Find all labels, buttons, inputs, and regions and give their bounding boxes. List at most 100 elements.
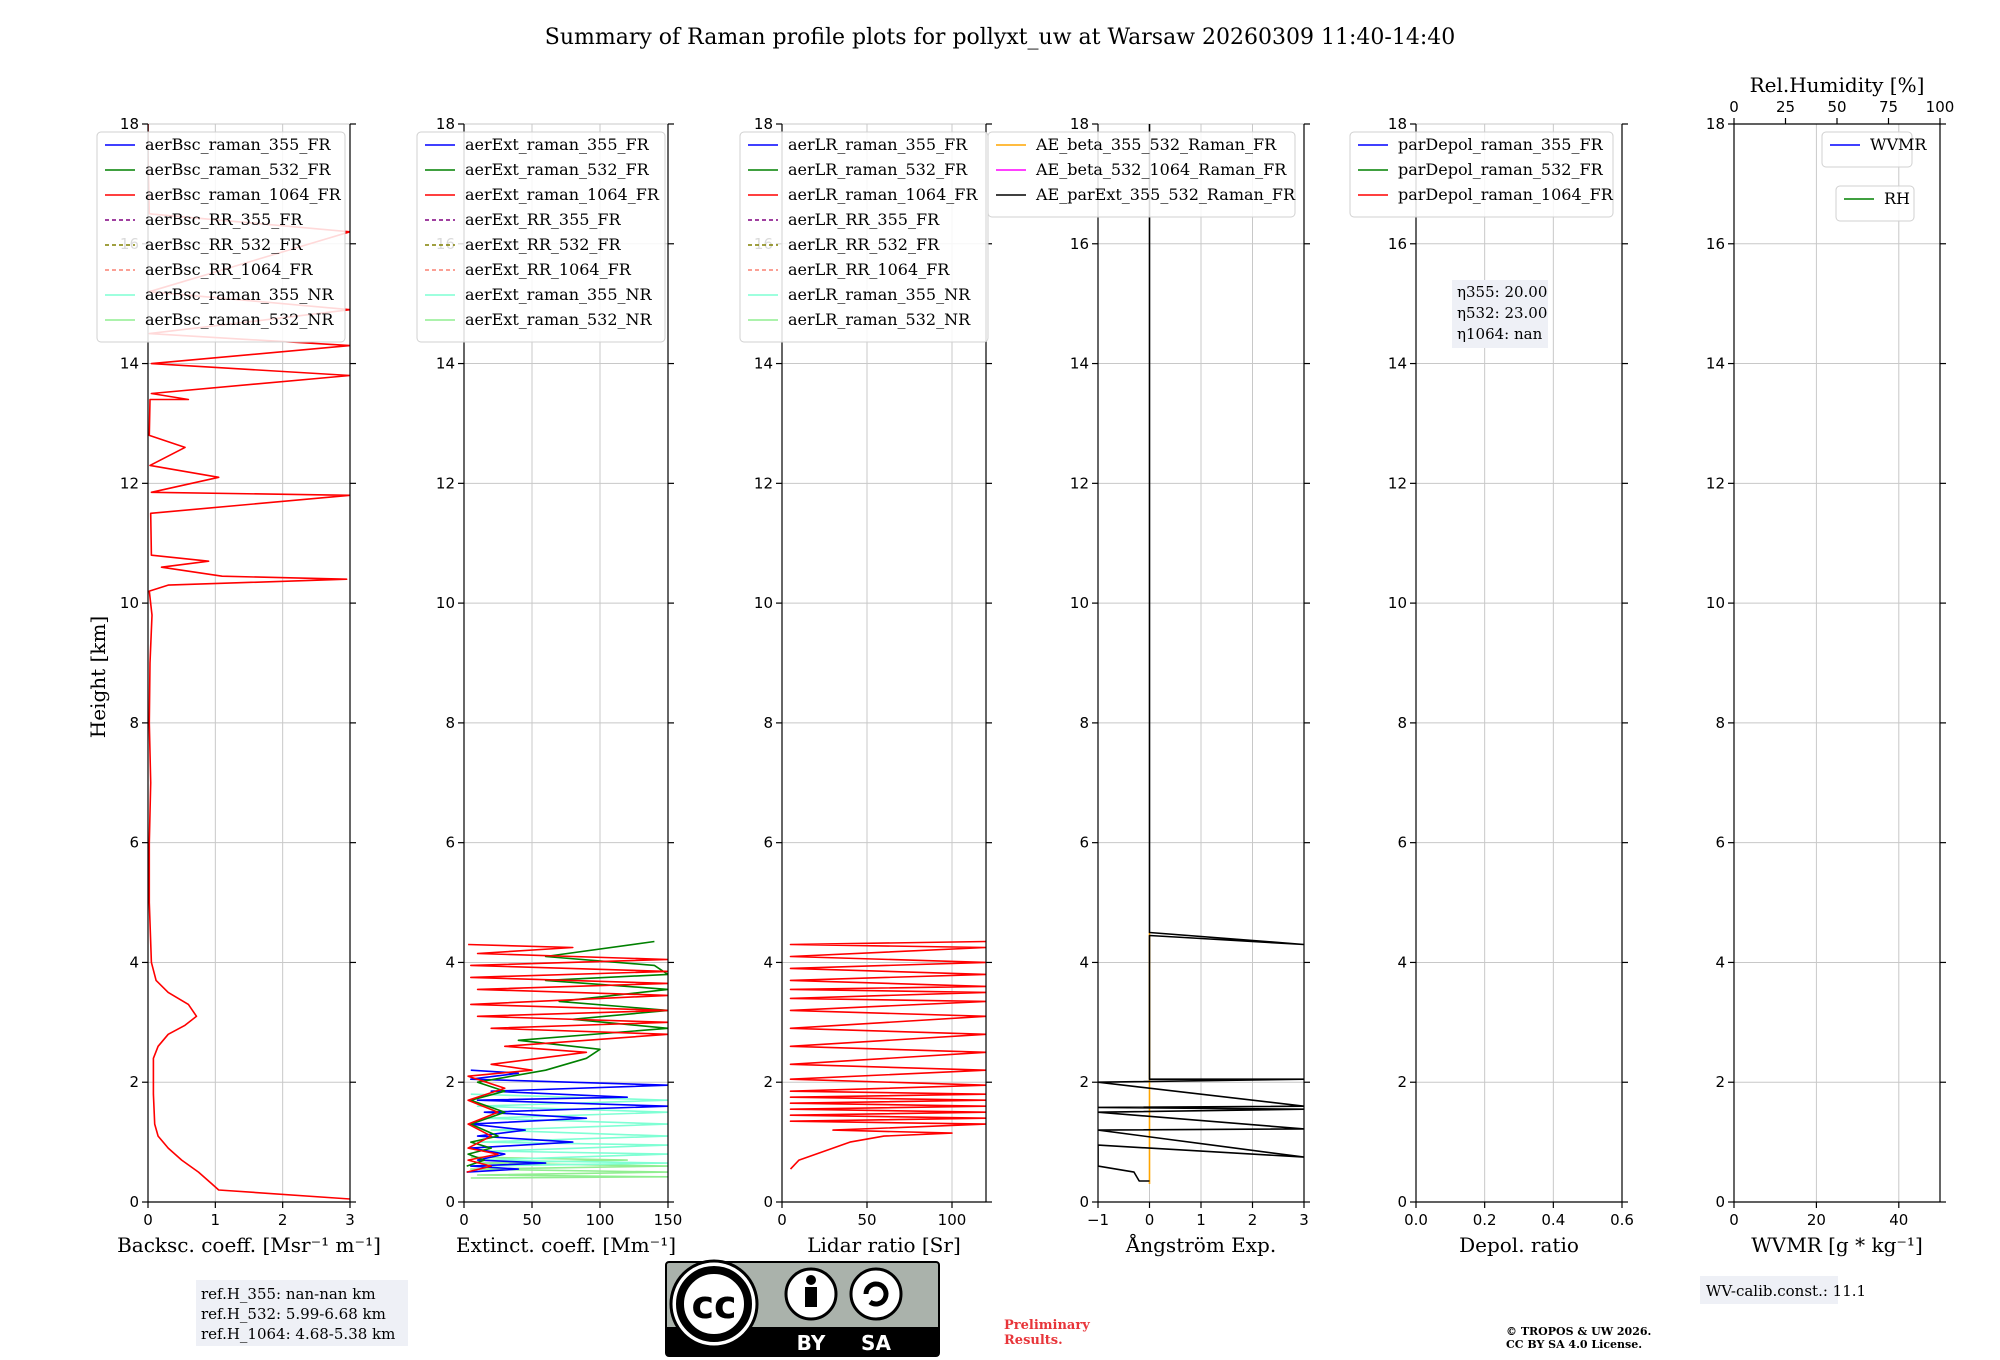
legend-box-wv (1821, 131, 1913, 168)
xtick-label-ae-0: −1 (1087, 1211, 1109, 1229)
legend-wv-rh: RH (1835, 185, 1915, 222)
legend-label-ext-5: aerExt_RR_1064_FR (465, 260, 632, 279)
series-line-bsc-0 (148, 124, 350, 1200)
legend-label-ext-6: aerExt_raman_355_NR (465, 285, 653, 304)
by-label: BY (797, 1331, 826, 1355)
x-axis-label-ext: Extinct. coeff. [Mm⁻¹] (456, 1233, 676, 1257)
ytick-label-bsc-4: 4 (129, 953, 139, 971)
xtick-label-ae-2: 1 (1196, 1211, 1206, 1229)
ytick-label-ext-18: 18 (436, 115, 455, 133)
xtick-label-lr-1: 50 (857, 1211, 876, 1229)
ytick-label-wv-16: 16 (1706, 235, 1725, 253)
ytick-label-ae-14: 14 (1070, 355, 1089, 373)
preliminary-line1: Preliminary (1004, 1318, 1090, 1333)
legend-label-bsc-5: aerBsc_RR_1064_FR (145, 260, 314, 279)
ytick-label-ext-10: 10 (436, 594, 455, 612)
series-line-ext-1 (470, 1093, 668, 1167)
ytick-label-ae-0: 0 (1079, 1193, 1089, 1211)
preliminary-line2: Results. (1004, 1333, 1063, 1348)
legend-label-lr-5: aerLR_RR_1064_FR (788, 260, 950, 279)
panel-bsc: 0246810121416180123Backsc. coeff. [Msr⁻¹… (96, 115, 381, 1257)
x-axis-label-bsc: Backsc. coeff. [Msr⁻¹ m⁻¹] (117, 1233, 381, 1257)
ytick-label-bsc-18: 18 (120, 115, 139, 133)
ytick-label-wv-14: 14 (1706, 355, 1725, 373)
eta-box: η355: 20.00 η532: 23.00 η1064: nan (1452, 280, 1548, 348)
eta-bg (1452, 280, 1548, 348)
top-axis-label-wv: Rel.Humidity [%] (1750, 73, 1925, 97)
ytick-label-lr-4: 4 (763, 953, 773, 971)
legend-bsc: aerBsc_raman_355_FR aerBsc_raman_532_FRae… (96, 131, 346, 343)
xtick-label-ext-0: 0 (459, 1211, 469, 1229)
xtick-label-ae-3: 2 (1248, 1211, 1258, 1229)
cc-logo-glyph: cc (691, 1283, 736, 1327)
legend-label-lr-1: aerLR_raman_532_FR (788, 160, 968, 179)
panel-ext: 024681012141618050100150Extinct. coeff. … (416, 115, 683, 1257)
ytick-label-bsc-8: 8 (129, 714, 139, 732)
ytick-label-wv-12: 12 (1706, 474, 1725, 492)
series-group-ae (1098, 124, 1304, 1184)
series-line-lr-0 (789, 940, 986, 1170)
legend-label-bsc-3: aerBsc_RR_355_FR (145, 210, 303, 229)
legend-box-depol (1349, 131, 1614, 218)
ytick-label-bsc-12: 12 (120, 474, 139, 492)
xtick-label-ext-3: 150 (654, 1211, 683, 1229)
xtick-label-wv-0: 0 (1729, 1211, 1739, 1229)
ytick-label-wv-10: 10 (1706, 594, 1725, 612)
ytick-label-ae-18: 18 (1070, 115, 1089, 133)
legend-label-depol-2: parDepol_raman_1064_FR (1398, 185, 1614, 204)
ref-height-bg (196, 1280, 408, 1346)
x-axis-label-wv: WVMR [g * kg⁻¹] (1751, 1233, 1923, 1257)
ytick-label-ae-4: 4 (1079, 953, 1089, 971)
ytick-label-ae-2: 2 (1079, 1073, 1089, 1091)
xtick-label-bsc-3: 3 (345, 1211, 355, 1229)
legend-box-lr (739, 131, 989, 343)
legend-label-ext-4: aerExt_RR_532_FR (465, 235, 622, 254)
ytick-label-ext-12: 12 (436, 474, 455, 492)
ytick-label-lr-6: 6 (763, 834, 773, 852)
ytick-label-depol-8: 8 (1397, 714, 1407, 732)
ytick-label-wv-4: 4 (1715, 953, 1725, 971)
legend-label-ext-2: aerExt_raman_1064_FR (465, 185, 660, 204)
xtick-label-bsc-0: 0 (143, 1211, 153, 1229)
top-xtick-label-wv-4: 100 (1926, 98, 1955, 116)
legend-lr: aerLR_raman_355_FR aerLR_raman_532_FR aerL… (739, 131, 989, 343)
legend-label-bsc-6: aerBsc_raman_355_NR (145, 285, 334, 304)
xtick-label-ext-1: 50 (522, 1211, 541, 1229)
cc-license-badge: cc BY SA (665, 1259, 940, 1357)
legend-label-lr-3: aerLR_RR_355_FR (788, 210, 940, 229)
legend-label-ae-1: AE_beta_532_1064_Raman_FR (1035, 160, 1287, 179)
legend-label-ae-2: AE_parExt_355_532_Raman_FR (1035, 185, 1296, 204)
ytick-label-depol-10: 10 (1388, 594, 1407, 612)
series-group-ext (466, 940, 668, 1179)
ytick-label-depol-12: 12 (1388, 474, 1407, 492)
legend-label-lr-2: aerLR_raman_1064_FR (788, 185, 978, 204)
xtick-label-bsc-2: 2 (278, 1211, 288, 1229)
ytick-label-bsc-14: 14 (120, 355, 139, 373)
legend-label-bsc-1: aerBsc_raman_532_FR (145, 160, 331, 179)
ytick-label-ext-14: 14 (436, 355, 455, 373)
figure-title: Summary of Raman profile plots for polly… (545, 25, 1455, 50)
ytick-label-ext-0: 0 (445, 1193, 455, 1211)
xtick-label-bsc-1: 1 (211, 1211, 221, 1229)
copyright-line2: CC BY SA 4.0 License. (1506, 1338, 1642, 1351)
ytick-label-ae-12: 12 (1070, 474, 1089, 492)
sa-label: SA (861, 1331, 891, 1355)
xtick-label-lr-2: 100 (938, 1211, 967, 1229)
ytick-label-lr-12: 12 (754, 474, 773, 492)
legend-ext: aerExt_raman_355_FR aerExt_raman_532_FRae… (416, 131, 666, 343)
ytick-label-lr-18: 18 (754, 115, 773, 133)
ytick-label-wv-18: 18 (1706, 115, 1725, 133)
copyright-line1: © TROPOS & UW 2026. (1506, 1325, 1651, 1338)
legend-box-wv-rh (1835, 185, 1915, 222)
wv-calib-text: WV-calib.const.: 11.1 (1706, 1282, 1866, 1300)
top-xtick-label-wv-0: 0 (1729, 98, 1739, 116)
ref-height-1064: ref.H_1064: 4.68-5.38 km (201, 1325, 395, 1343)
ytick-label-wv-6: 6 (1715, 834, 1725, 852)
eta-532: η532: 23.00 (1457, 304, 1547, 322)
series-group-lr (789, 940, 986, 1170)
series-line-ext-4 (466, 943, 668, 1173)
series-group-bsc (148, 124, 350, 1200)
legend-label-lr-7: aerLR_raman_532_NR (788, 310, 971, 329)
cc-logo-inner (676, 1266, 752, 1342)
